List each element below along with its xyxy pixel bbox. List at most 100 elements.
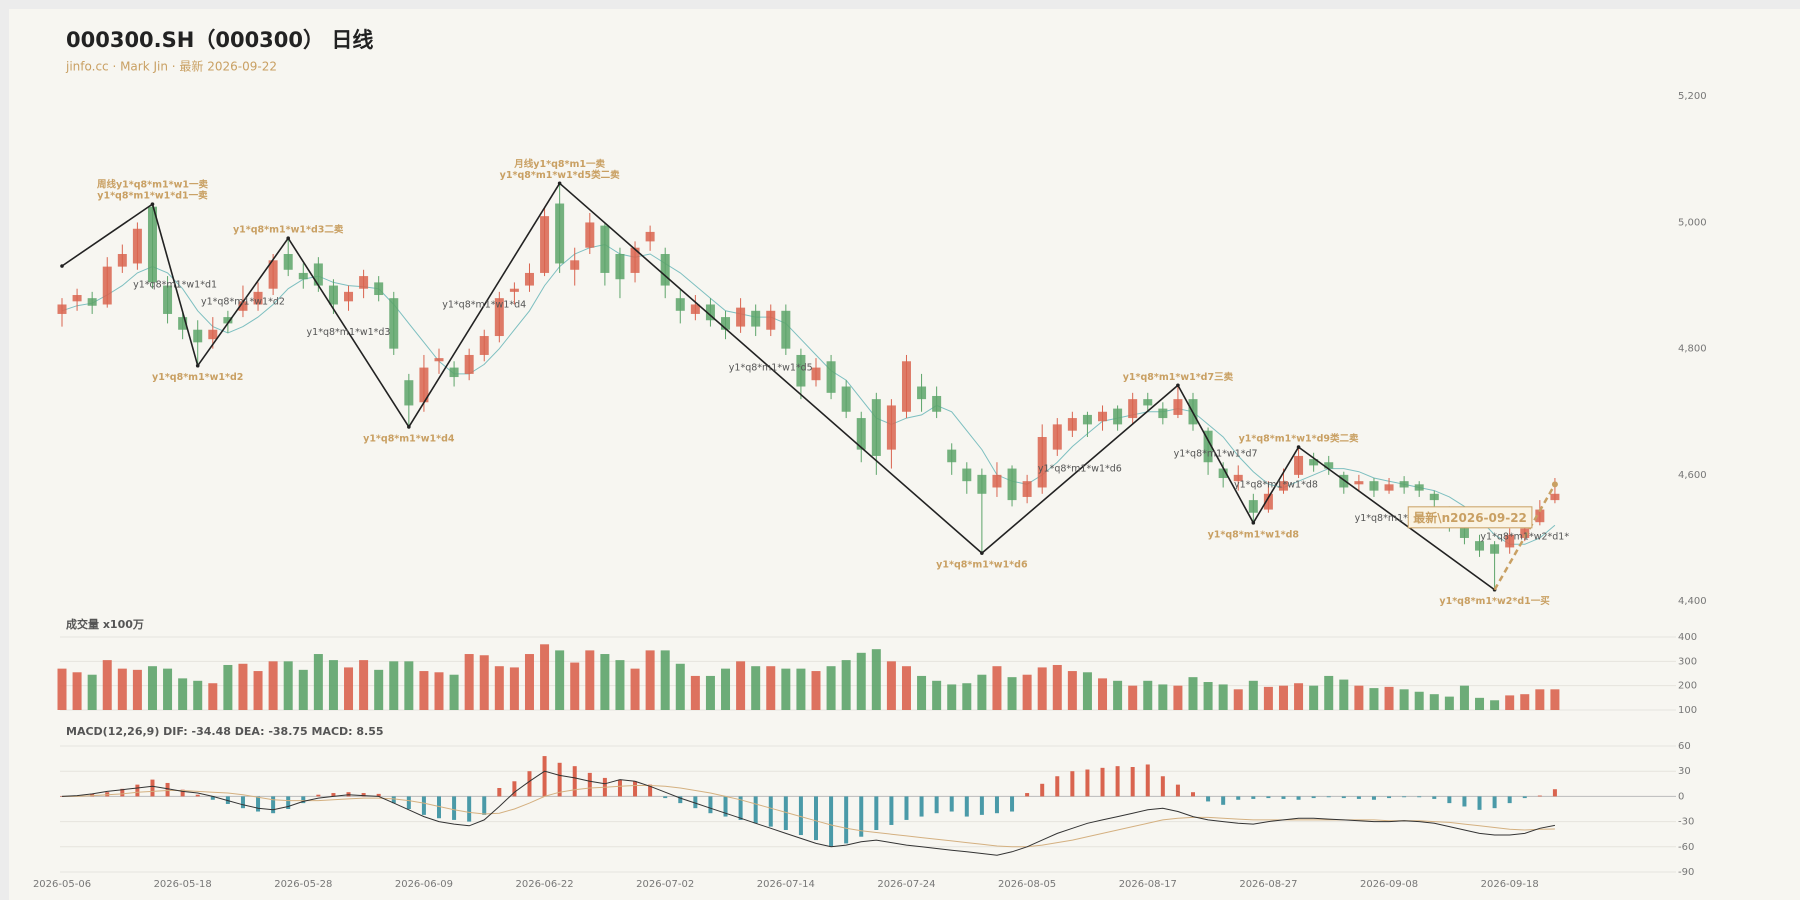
candle-body — [1098, 411, 1108, 422]
candle-body — [540, 216, 550, 273]
candle-body — [1233, 474, 1243, 482]
candle-body — [208, 329, 218, 340]
macd-bar — [557, 762, 562, 797]
macd-bar — [949, 796, 954, 812]
segment-note: y1*q8*m1*w1*d1 — [133, 279, 217, 290]
macd-bar — [844, 796, 849, 844]
volume-bar — [1248, 680, 1258, 710]
candle-body — [932, 395, 942, 412]
zigzag-segment — [408, 182, 561, 428]
projection-line — [1493, 483, 1557, 591]
macd-bar — [648, 784, 653, 797]
macd-bar — [467, 796, 472, 822]
candle-body — [856, 418, 866, 450]
volume-bar — [962, 683, 972, 710]
candle-body — [600, 225, 610, 273]
macd-bar — [1040, 783, 1045, 797]
candle-body — [751, 310, 761, 327]
pivot-label: y1*q8*m1*w1*d9类二卖 — [1239, 433, 1359, 445]
volume-bar — [977, 674, 987, 710]
macd-bar — [904, 796, 909, 820]
macd-bar — [874, 796, 879, 830]
macd-bar — [814, 796, 818, 841]
candle-body — [796, 354, 806, 387]
macd-bar — [180, 789, 185, 797]
candle-body — [1339, 474, 1349, 488]
candle-body — [509, 288, 519, 292]
candle-body — [1128, 399, 1138, 419]
pivot-label: y1*q8*m1*w1*d2 — [152, 372, 243, 383]
volume-bar — [132, 669, 142, 710]
macd-bar — [889, 796, 894, 825]
candle-body — [1007, 468, 1017, 501]
x-tick-label: 2026-05-06 — [33, 879, 91, 890]
macd-bar — [1311, 796, 1316, 799]
macd-bar — [783, 796, 788, 830]
volume-bar — [494, 666, 504, 710]
candle-body — [147, 206, 157, 283]
candle-body — [404, 380, 414, 406]
volume-bar — [1082, 672, 1092, 710]
macd-bar — [1266, 796, 1271, 799]
volume-bar — [811, 671, 821, 710]
macd-bar — [1206, 796, 1211, 802]
volume-bar — [705, 675, 715, 710]
volume-bar — [901, 666, 911, 710]
candle-body — [570, 260, 580, 270]
volume-bar — [1233, 689, 1243, 710]
macd-bar — [150, 779, 155, 797]
candle-body — [947, 449, 957, 463]
candle-body — [1248, 500, 1258, 513]
volume-bar — [886, 661, 896, 710]
candle-body — [1505, 534, 1515, 548]
candle-body — [630, 247, 640, 273]
zigzag-segment — [981, 384, 1179, 554]
volume-bar — [1444, 696, 1454, 710]
pivot-label: y1*q8*m1*w1*d5类二卖 — [500, 169, 620, 181]
volume-bar — [1294, 683, 1304, 710]
y-tick-label: 400 — [1678, 632, 1697, 643]
volume-bar — [630, 668, 640, 710]
volume-bar — [359, 660, 369, 710]
segment-note: y1*q8*m1*w1*d2 — [201, 296, 285, 307]
macd-bar — [1296, 796, 1301, 800]
macd-bar — [135, 784, 140, 797]
macd-bar — [256, 796, 261, 812]
volume-bar — [1067, 671, 1077, 710]
zigzag-segment — [559, 182, 983, 554]
candle-body — [1520, 528, 1530, 538]
candle-body — [1324, 462, 1334, 469]
macd-bar — [1462, 796, 1467, 807]
macd-bar — [527, 771, 532, 797]
candle-body — [178, 317, 188, 330]
macd-bar — [798, 796, 803, 836]
zigzag-segment — [1177, 384, 1255, 524]
candle-body — [389, 298, 399, 349]
macd-bar — [1010, 796, 1015, 812]
x-tick-label: 2026-05-18 — [154, 879, 212, 890]
volume-bar — [645, 650, 655, 710]
pivot-label: y1*q8*m1*w1*d8 — [1208, 529, 1300, 540]
macd-bar — [859, 796, 864, 837]
candle-body — [1218, 468, 1228, 479]
candle-body — [253, 291, 263, 305]
candle-body — [1173, 399, 1183, 415]
candle-body — [102, 266, 112, 305]
candle-body — [585, 222, 595, 248]
macd-bar — [1371, 796, 1376, 800]
macd-bar — [829, 796, 834, 847]
volume-bar — [434, 672, 444, 710]
volume-bar — [313, 654, 323, 710]
volume-bar — [253, 671, 263, 710]
volume-bar — [1399, 689, 1409, 710]
volume-bar — [1128, 685, 1138, 710]
macd-bar — [1025, 793, 1030, 797]
candle-body — [57, 304, 67, 314]
volume-bar — [1309, 685, 1319, 710]
candle-body — [660, 254, 670, 286]
volume-bar — [1369, 688, 1379, 710]
volume-bar — [208, 683, 218, 710]
macd-bar — [1356, 796, 1361, 799]
candle-body — [736, 307, 746, 327]
macd-bar — [723, 796, 728, 817]
